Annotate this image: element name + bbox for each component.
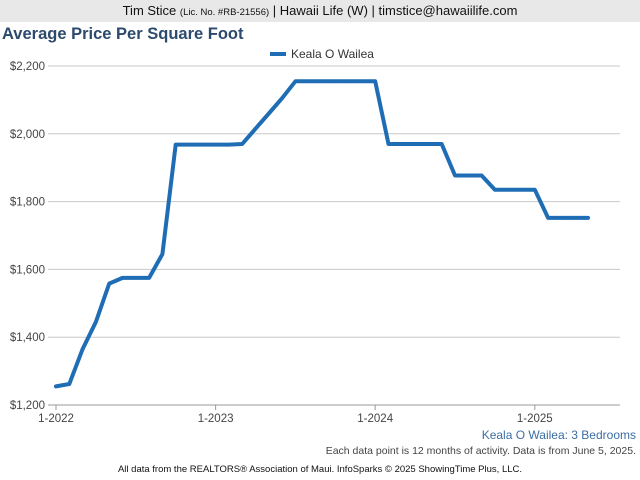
y-tick-label: $2,200	[10, 61, 45, 73]
data-point	[267, 111, 271, 115]
data-point	[573, 216, 577, 220]
data-point	[307, 79, 311, 83]
data-point	[320, 79, 324, 83]
agent-name: Tim Stice	[122, 3, 177, 18]
y-tick-label: $2,000	[10, 129, 45, 141]
data-point	[54, 384, 58, 388]
data-point	[254, 127, 257, 131]
data-point	[214, 143, 218, 147]
data-point	[147, 276, 151, 280]
data-point	[387, 142, 390, 146]
x-tick-label: 1-2024	[357, 413, 393, 425]
grid-lines	[48, 65, 620, 406]
data-point	[506, 188, 510, 192]
data-point	[94, 320, 98, 324]
chart-subtitle: Keala O Wailea: 3 Bedrooms	[481, 428, 636, 442]
data-point	[81, 347, 85, 351]
data-point	[134, 276, 138, 280]
legend: Keala O Wailea	[270, 47, 374, 61]
data-point	[187, 143, 191, 147]
data-point	[466, 173, 470, 177]
y-tick-label: $1,600	[10, 264, 45, 276]
data-point	[360, 79, 364, 83]
data-point	[347, 79, 351, 83]
data-point	[400, 142, 404, 146]
x-tick-label: 1-2025	[517, 413, 553, 425]
data-point	[493, 188, 497, 192]
data-point	[533, 188, 537, 192]
data-point	[240, 142, 244, 146]
data-point	[293, 79, 297, 83]
data-point	[440, 142, 444, 146]
data-point	[520, 188, 523, 192]
data-point	[227, 143, 231, 147]
y-tick-label: $1,400	[10, 332, 45, 344]
data-point	[333, 79, 337, 83]
data-point	[174, 143, 178, 147]
data-point	[413, 142, 417, 146]
y-tick-label: $1,800	[10, 197, 45, 209]
data-point	[280, 96, 284, 100]
data-point	[559, 216, 563, 220]
data-point	[546, 216, 550, 220]
y-tick-label: $1,200	[10, 400, 45, 412]
data-point	[480, 173, 484, 177]
data-point	[373, 79, 377, 83]
data-point	[426, 142, 430, 146]
data-point	[107, 282, 111, 286]
data-point	[67, 382, 71, 386]
y-axis: $1,200 $1,400 $1,600 $1,800 $2,000 $2,200	[10, 61, 45, 412]
x-axis: 1-2022 1-2023 1-2024 1-2025	[38, 404, 620, 425]
legend-label: Keala O Wailea	[291, 47, 374, 61]
x-tick-label: 1-2022	[38, 413, 74, 425]
agent-license: (Lic. No. #RB-21556)	[179, 7, 270, 18]
data-note: Each data point is 12 months of activity…	[325, 445, 636, 457]
data-point	[160, 252, 164, 256]
data-point	[586, 216, 590, 220]
data-source: All data from the REALTORS® Association …	[117, 464, 523, 475]
agent-contact: | Hawaii Life (W) | timstice@hawaiilife.…	[272, 3, 518, 18]
chart-title: Average Price Per Square Foot	[2, 25, 244, 43]
data-point	[200, 143, 204, 147]
x-tick-label: 1-2023	[198, 413, 234, 425]
series-group	[54, 79, 590, 389]
data-point	[121, 276, 124, 280]
data-point	[453, 173, 457, 177]
series-line	[54, 79, 590, 389]
agent-header: Tim Stice (Lic. No. #RB-21556) | Hawaii …	[0, 0, 640, 22]
